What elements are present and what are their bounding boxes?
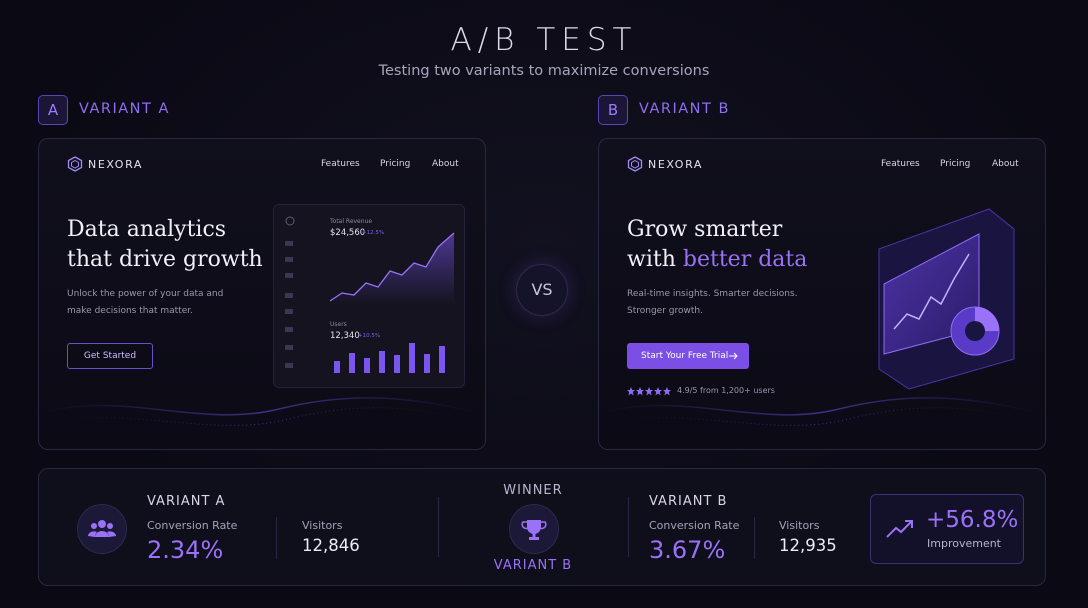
hero-illustration — [878, 208, 1015, 390]
variant-card: NEXORA Features Pricing About Grow smart… — [598, 138, 1046, 450]
rating-text: 4.9/5 from 1,200+ users — [677, 386, 775, 395]
rate-value: 2.34% — [147, 536, 224, 564]
rate-label: Conversion Rate — [649, 519, 740, 532]
nav-link[interactable]: Features — [321, 159, 360, 169]
users-glyph — [88, 520, 116, 537]
logo-icon — [67, 156, 83, 172]
cta-text: Start Your Free Trial — [641, 351, 729, 361]
cta-button[interactable]: Get Started — [67, 343, 153, 369]
variant-label: VARIANT A — [147, 494, 226, 509]
variant-card: NEXORA Features Pricing About Data analy… — [38, 138, 486, 450]
headline-highlight: better data — [682, 247, 808, 272]
divider — [438, 497, 439, 557]
nav-link[interactable]: About — [992, 159, 1019, 169]
cta-button[interactable]: Start Your Free Trial — [627, 343, 749, 369]
divider — [628, 497, 629, 557]
nav-link[interactable]: Pricing — [940, 159, 971, 169]
dashboard-preview: Total Revenue $24,560 +12.5% Users 12,34… — [273, 204, 465, 388]
visitors-label: Visitors — [779, 519, 820, 532]
dashboard-decoration — [285, 216, 455, 373]
body-text: Real-time insights. Smarter decisions. — [627, 289, 798, 299]
variant-label: VARIANT B — [639, 101, 730, 117]
arrow-icon — [729, 352, 738, 360]
body-text: Unlock the power of your data and — [67, 289, 224, 299]
metric-label: Users — [330, 321, 347, 328]
metric-value: 12,340 — [330, 331, 360, 341]
logo-icon — [627, 156, 643, 172]
page-subtitle: Testing two variants to maximize convers… — [378, 63, 710, 79]
metric-change: +12.5% — [362, 230, 385, 236]
variant-label: VARIANT A — [79, 101, 170, 117]
variant-badge: A — [38, 95, 68, 125]
vs-badge: VS — [516, 264, 568, 316]
users-icon — [77, 504, 127, 554]
visitors-value: 12,935 — [779, 536, 837, 555]
headline: with better data — [627, 247, 807, 272]
trophy-glyph — [521, 520, 547, 540]
wave-decoration — [599, 397, 1045, 426]
brand-name: NEXORA — [648, 158, 703, 171]
visitors-value: 12,846 — [302, 536, 360, 555]
metric-label: Total Revenue — [330, 218, 373, 225]
improvement-value: +56.8% — [926, 507, 1019, 533]
metric-change: +10.5% — [358, 333, 381, 339]
variant-label: VARIANT B — [649, 494, 728, 509]
headline-text: with — [627, 247, 676, 272]
nav-link[interactable]: Pricing — [380, 159, 411, 169]
nav-link[interactable]: Features — [881, 159, 920, 169]
body-text: Stronger growth. — [627, 306, 703, 316]
rating-stars — [627, 387, 671, 396]
winner-label: WINNER — [503, 483, 563, 498]
headline: that drive growth — [67, 247, 263, 272]
visitors-label: Visitors — [302, 519, 343, 532]
headline: Grow smarter — [627, 217, 783, 242]
results-panel: VARIANT A Conversion Rate 2.34% Visitors… — [38, 468, 1046, 586]
trophy-icon — [509, 504, 559, 554]
trend-icon — [886, 520, 913, 538]
body-text: make decisions that matter. — [67, 306, 193, 316]
rate-value: 3.67% — [649, 536, 726, 564]
nav-link[interactable]: About — [432, 159, 459, 169]
rate-label: Conversion Rate — [147, 519, 238, 532]
metric-value: $24,560 — [330, 228, 366, 238]
brand-name: NEXORA — [88, 158, 143, 171]
improvement-label: Improvement — [927, 537, 1001, 550]
page-title: A/B TEST — [450, 22, 638, 58]
headline: Data analytics — [67, 217, 227, 242]
improvement-box: +56.8% Improvement — [870, 494, 1024, 564]
winner-value: VARIANT B — [493, 558, 573, 573]
variant-badge: B — [598, 95, 628, 125]
wave-decoration — [39, 397, 485, 426]
divider — [276, 517, 277, 559]
divider — [754, 517, 755, 559]
